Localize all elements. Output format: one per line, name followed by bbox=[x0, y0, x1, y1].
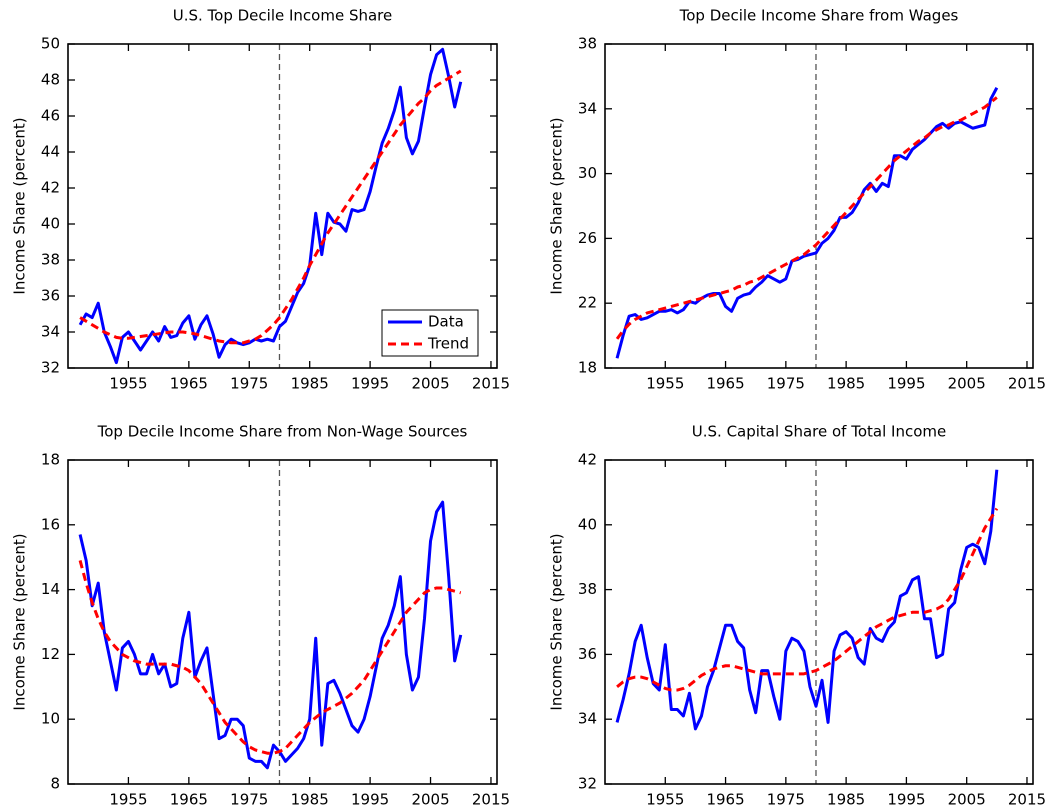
x-tick-label: 2005 bbox=[411, 791, 449, 809]
y-tick-label: 46 bbox=[41, 107, 60, 125]
y-tick-label: 38 bbox=[41, 251, 60, 269]
legend-label: Data bbox=[428, 313, 464, 331]
data-line bbox=[78, 500, 463, 770]
x-tick-label: 1975 bbox=[230, 375, 268, 393]
x-tick-label: 2005 bbox=[948, 791, 986, 809]
panel: Top Decile Income Share from Non-Wage So… bbox=[11, 423, 511, 809]
x-tick-label: 2015 bbox=[1008, 791, 1046, 809]
panel-title: U.S. Capital Share of Total Income bbox=[692, 423, 946, 441]
x-tick-label: 1975 bbox=[767, 375, 805, 393]
y-axis-label: Income Share (percent) bbox=[548, 117, 566, 294]
y-tick-label: 14 bbox=[41, 580, 60, 598]
trend-line bbox=[616, 507, 999, 692]
x-tick-label: 1975 bbox=[767, 791, 805, 809]
y-tick-label: 44 bbox=[41, 143, 60, 161]
x-tick-label: 2005 bbox=[411, 375, 449, 393]
y-tick-label: 50 bbox=[41, 35, 60, 53]
x-tick-label: 1955 bbox=[109, 791, 147, 809]
y-axis-label: Income Share (percent) bbox=[548, 533, 566, 710]
x-tick-label: 1965 bbox=[706, 375, 744, 393]
y-tick-label: 16 bbox=[41, 515, 60, 533]
y-axis-label: Income Share (percent) bbox=[11, 117, 29, 294]
x-tick-label: 2005 bbox=[948, 375, 986, 393]
plot-frame bbox=[67, 459, 498, 785]
x-tick-label: 1985 bbox=[291, 791, 329, 809]
x-tick-label: 1985 bbox=[291, 375, 329, 393]
y-tick-label: 48 bbox=[41, 71, 60, 89]
y-tick-label: 10 bbox=[41, 710, 60, 728]
plot-frame bbox=[67, 43, 498, 369]
y-tick-label: 18 bbox=[41, 451, 60, 469]
data-line bbox=[78, 47, 463, 365]
y-tick-label: 34 bbox=[578, 710, 597, 728]
y-tick-label: 40 bbox=[578, 515, 597, 533]
x-tick-label: 1955 bbox=[646, 375, 684, 393]
panel: U.S. Top Decile Income Share Income Share… bbox=[11, 7, 511, 393]
panel-title: Top Decile Income Share from Non-Wage So… bbox=[97, 423, 468, 441]
x-tick-label: 1965 bbox=[706, 791, 744, 809]
panel: U.S. Capital Share of Total Income Income… bbox=[548, 423, 1047, 809]
data-line bbox=[615, 87, 999, 359]
y-tick-label: 30 bbox=[578, 164, 597, 182]
x-tick-label: 1965 bbox=[170, 375, 208, 393]
y-tick-label: 8 bbox=[50, 775, 60, 793]
legend: Data Trend bbox=[381, 309, 479, 357]
y-tick-label: 36 bbox=[41, 287, 60, 305]
trend-line bbox=[78, 560, 462, 755]
y-tick-label: 18 bbox=[578, 359, 597, 377]
x-tick-label: 1995 bbox=[887, 791, 925, 809]
x-tick-label: 1975 bbox=[230, 791, 268, 809]
legend-label: Trend bbox=[427, 335, 469, 353]
panel-title: U.S. Top Decile Income Share bbox=[173, 7, 393, 25]
y-tick-label: 26 bbox=[578, 229, 597, 247]
y-tick-label: 42 bbox=[41, 179, 60, 197]
x-tick-label: 1955 bbox=[109, 375, 147, 393]
x-tick-label: 2015 bbox=[472, 791, 510, 809]
x-tick-label: 1985 bbox=[827, 791, 865, 809]
y-tick-label: 36 bbox=[578, 645, 597, 663]
y-tick-label: 22 bbox=[578, 294, 597, 312]
y-tick-label: 34 bbox=[578, 99, 597, 117]
x-tick-label: 1985 bbox=[827, 375, 865, 393]
y-tick-label: 38 bbox=[578, 35, 597, 53]
x-tick-label: 1995 bbox=[351, 791, 389, 809]
trend-line bbox=[79, 69, 462, 345]
y-tick-label: 12 bbox=[41, 645, 60, 663]
y-tick-label: 38 bbox=[578, 580, 597, 598]
y-tick-label: 40 bbox=[41, 215, 60, 233]
y-tick-label: 42 bbox=[578, 451, 597, 469]
y-tick-label: 32 bbox=[578, 775, 597, 793]
panel-title: Top Decile Income Share from Wages bbox=[679, 7, 959, 25]
plot-frame bbox=[604, 43, 1034, 369]
x-tick-label: 1995 bbox=[887, 375, 925, 393]
legend-box bbox=[381, 309, 479, 357]
y-axis-label: Income Share (percent) bbox=[11, 533, 29, 710]
y-tick-label: 32 bbox=[41, 359, 60, 377]
x-tick-label: 2015 bbox=[1008, 375, 1046, 393]
panel: Top Decile Income Share from Wages Income… bbox=[548, 7, 1047, 393]
trend-line bbox=[615, 96, 998, 340]
x-tick-label: 1955 bbox=[646, 791, 684, 809]
data-line bbox=[615, 469, 999, 731]
x-tick-label: 1965 bbox=[170, 791, 208, 809]
x-tick-label: 1995 bbox=[351, 375, 389, 393]
plot-frame bbox=[604, 459, 1034, 785]
y-tick-label: 34 bbox=[41, 323, 60, 341]
x-tick-label: 2015 bbox=[472, 375, 510, 393]
